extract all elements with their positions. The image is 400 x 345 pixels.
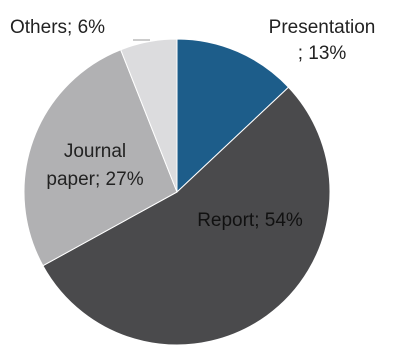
slice-label-line: paper; 27%	[46, 169, 143, 190]
slice-label-report: Report; 54%	[197, 210, 303, 231]
slice-label-line: ; 13%	[298, 43, 347, 64]
pie-slice-presentation	[176, 38, 290, 194]
pie-slice-report	[42, 86, 331, 345]
slice-label-presentation: Presentation ; 13%	[269, 17, 376, 64]
slice-label-line: Presentation	[269, 17, 376, 38]
slice-label-others: Others; 6%	[10, 17, 105, 38]
slice-label-line: Journal	[64, 141, 126, 162]
pie-slice-journal-paper	[23, 49, 178, 267]
slice-label-line: Others; 6%	[10, 17, 105, 38]
pie-slices	[23, 38, 331, 345]
slice-label-line: Report; 54%	[197, 210, 303, 231]
slice-label-journal-paper: Journal paper; 27%	[46, 141, 143, 190]
pie-labels: Presentation ; 13% Report; 54% Journal paper…	[10, 17, 375, 231]
pie-slice-others	[120, 38, 178, 193]
